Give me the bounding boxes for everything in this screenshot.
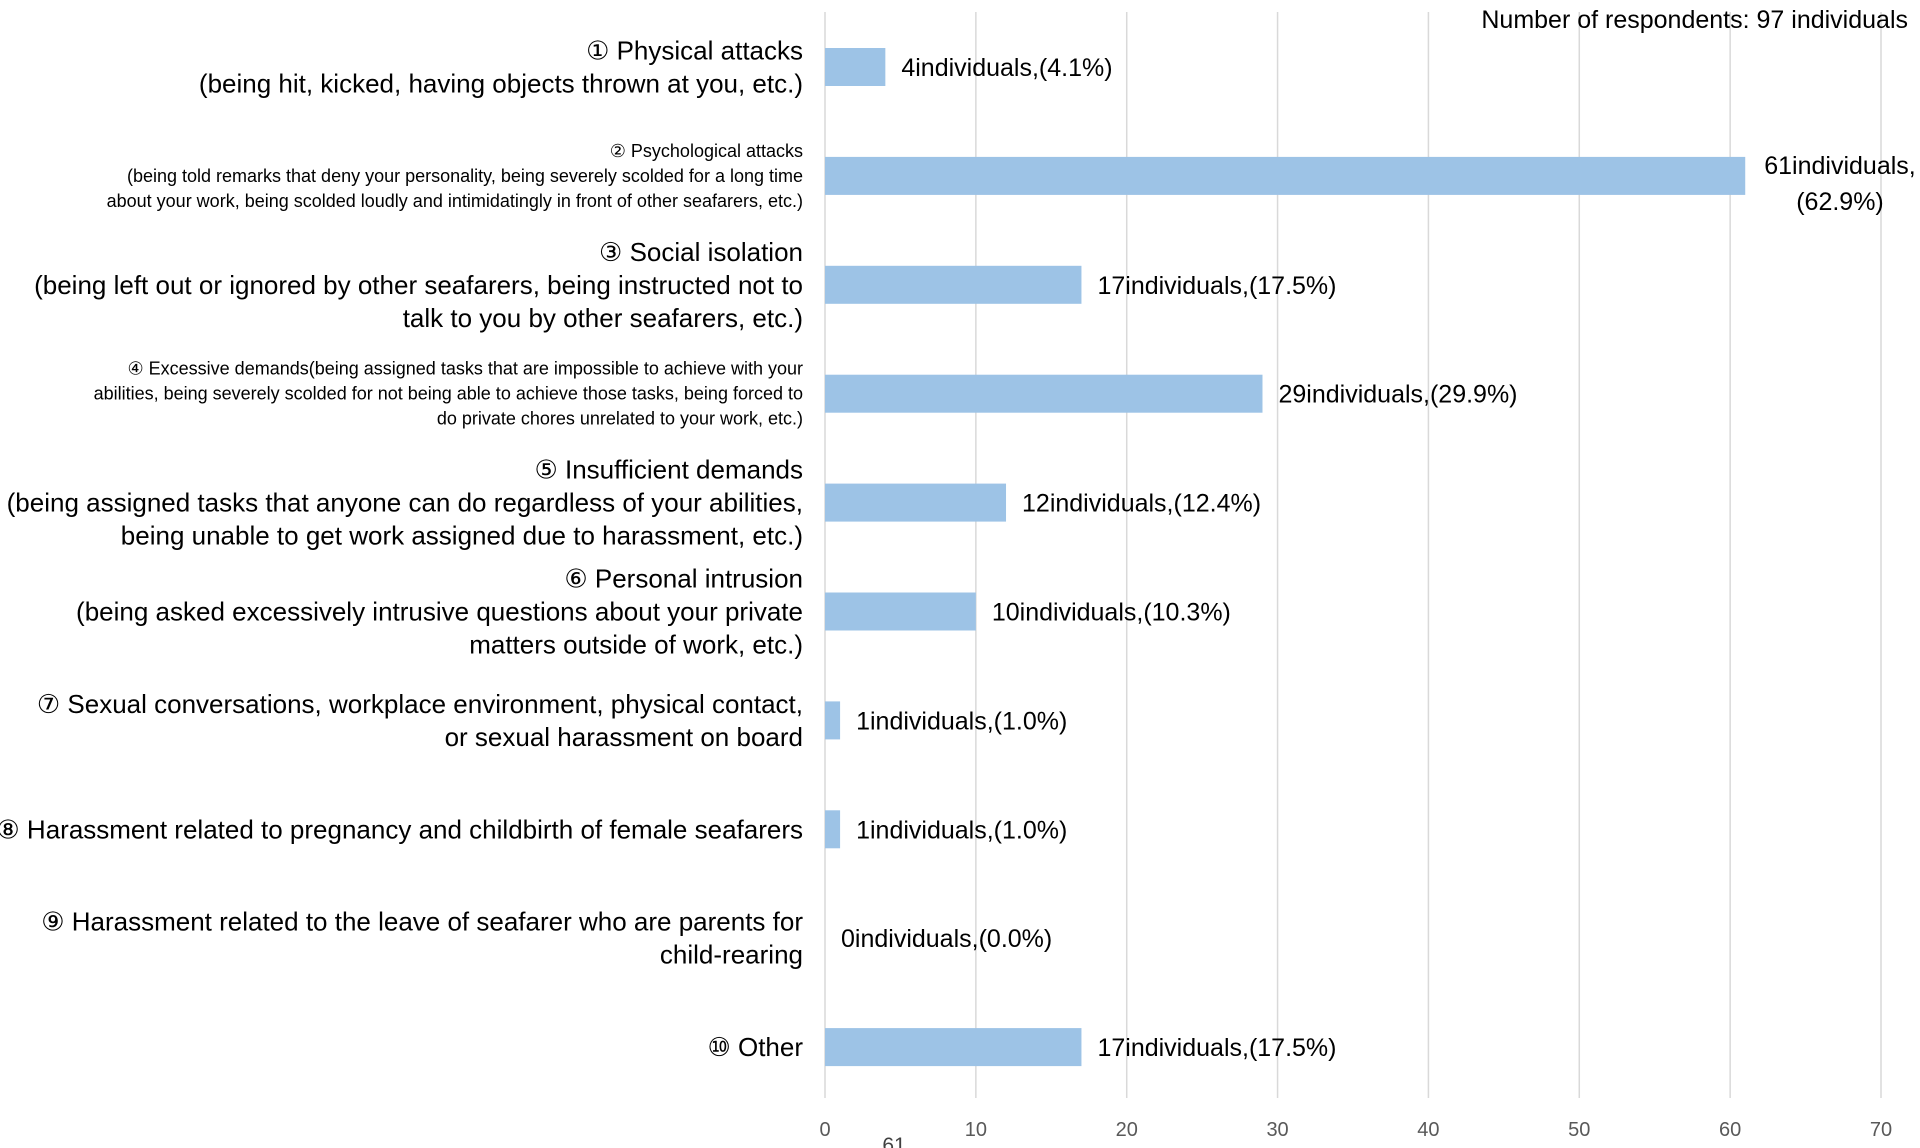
data-label-1: 4individuals,(4.1%) bbox=[901, 54, 1112, 82]
x-axis-ticks: 0 10 20 30 40 50 60 70 bbox=[819, 1119, 1892, 1141]
data-label-3: 17individuals,(17.5%) bbox=[1097, 272, 1336, 300]
data-label-2: 61individuals, (62.9%) bbox=[1764, 152, 1916, 216]
bar-8 bbox=[825, 810, 841, 849]
x-tick-label-0: 0 bbox=[819, 1119, 830, 1141]
data-labels: 4individuals,(4.1%) 61individuals, (62.9%)… bbox=[841, 54, 1916, 1062]
category-label-2: ② Psychological attacks (being told remar… bbox=[107, 141, 803, 211]
bar-5 bbox=[825, 483, 1007, 522]
category-label-8: ⑧ Harassment related to pregnancy and ch… bbox=[0, 814, 803, 844]
data-label-9: 0individuals,(0.0%) bbox=[841, 925, 1052, 953]
category-label-9: ⑨ Harassment related to the leave of sea… bbox=[41, 907, 803, 970]
category-label-7: ⑦ Sexual conversations, workplace enviro… bbox=[37, 689, 803, 752]
x-tick-label-60: 60 bbox=[1719, 1119, 1741, 1141]
data-label-10: 17individuals,(17.5%) bbox=[1097, 1034, 1336, 1062]
category-label-1: ① Physical attacks (being hit, kicked, ha… bbox=[199, 36, 803, 99]
x-tick-label-20: 20 bbox=[1116, 1119, 1138, 1141]
data-label-5: 12individuals,(12.4%) bbox=[1022, 490, 1261, 518]
data-label-8: 1individuals,(1.0%) bbox=[856, 816, 1067, 844]
bar-2 bbox=[825, 156, 1746, 195]
bar-6 bbox=[825, 592, 976, 631]
bar-1 bbox=[825, 48, 886, 86]
x-tick-label-70: 70 bbox=[1870, 1119, 1892, 1141]
bars bbox=[825, 48, 1746, 1067]
category-label-10: ⑩ Other bbox=[707, 1032, 803, 1062]
x-tick-label-40: 40 bbox=[1417, 1119, 1439, 1141]
category-label-6: ⑥ Personal intrusion (being asked excessi… bbox=[76, 564, 803, 660]
data-label-6: 10individuals,(10.3%) bbox=[992, 599, 1231, 627]
category-label-3: ③ Social isolation (being left out or ign… bbox=[34, 237, 803, 333]
data-label-4: 29individuals,(29.9%) bbox=[1278, 381, 1517, 409]
bar-7 bbox=[825, 701, 841, 740]
category-label-5: ⑤ Insufficient demands (being assigned ta… bbox=[7, 455, 803, 551]
respondents-note: Number of respondents: 97 individuals bbox=[1481, 6, 1908, 34]
stray-text: 61 bbox=[882, 1134, 905, 1148]
bar-4 bbox=[825, 374, 1263, 413]
x-tick-label-30: 30 bbox=[1266, 1119, 1288, 1141]
x-tick-label-10: 10 bbox=[965, 1119, 987, 1141]
bar-3 bbox=[825, 265, 1082, 304]
category-label-4: ④ Excessive demands(being assigned tasks… bbox=[94, 359, 803, 429]
data-label-7: 1individuals,(1.0%) bbox=[856, 707, 1067, 735]
category-labels: ① Physical attacks (being hit, kicked, ha… bbox=[0, 36, 803, 1063]
bar-10 bbox=[825, 1028, 1082, 1067]
x-tick-label-50: 50 bbox=[1568, 1119, 1590, 1141]
